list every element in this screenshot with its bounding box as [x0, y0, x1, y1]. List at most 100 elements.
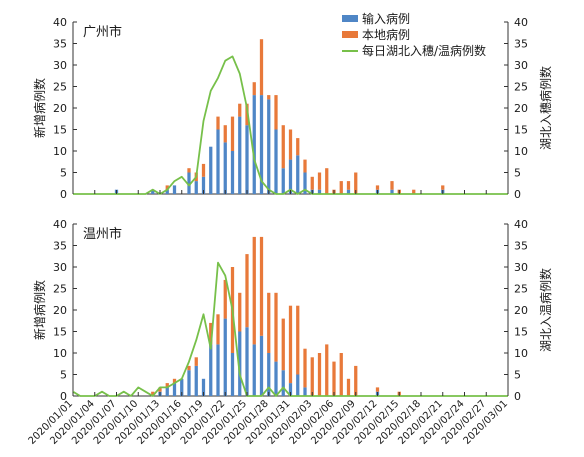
imported-bar	[180, 378, 184, 396]
y-tick-label: 25	[53, 283, 67, 296]
y-axis-title: 新增病例数	[32, 78, 47, 138]
imported-bar	[238, 116, 242, 194]
local-bar	[165, 383, 169, 388]
local-bar	[346, 181, 351, 190]
imported-bar	[274, 129, 278, 194]
local-bar	[346, 378, 351, 396]
y-tick-label: 5	[60, 369, 67, 382]
imported-bar	[187, 370, 191, 396]
imported-bar	[245, 327, 249, 396]
local-bar	[187, 365, 191, 371]
local-bar	[339, 353, 343, 396]
local-bar	[245, 254, 249, 328]
y-axis-title: 新增病例数	[32, 280, 47, 340]
y-tick-label: 5	[60, 167, 67, 180]
imported-bar	[296, 155, 300, 194]
imported-bar	[201, 378, 206, 396]
local-bar	[441, 185, 445, 190]
local-bar	[230, 116, 235, 151]
imported-bar	[281, 370, 285, 396]
imported-bar	[165, 189, 169, 194]
local-bar	[223, 279, 227, 319]
y-tick-label: 40	[53, 16, 67, 29]
local-bar	[216, 314, 220, 345]
y-tick-label: 0	[60, 188, 67, 201]
local-bar	[375, 387, 380, 392]
imported-bar	[245, 125, 249, 194]
local-bar	[317, 172, 322, 190]
imported-bar	[230, 151, 235, 194]
local-bar	[281, 318, 285, 371]
imported-bar	[187, 172, 191, 194]
local-bar	[296, 138, 300, 156]
imported-bar	[216, 344, 220, 396]
y-tick-label: 20	[53, 102, 67, 115]
local-bar	[259, 39, 264, 96]
local-bar	[252, 82, 256, 96]
local-bar	[332, 361, 336, 396]
local-bar	[209, 322, 213, 345]
imported-bar	[296, 374, 300, 396]
local-bar	[274, 292, 278, 362]
imported-bar	[267, 99, 271, 194]
local-bar	[303, 348, 307, 388]
chart-panel-top: 0 0 5 5 10 10 15 15 20 20 25 25 30 30 35 35 40 40 广州市新增病例数…	[32, 16, 553, 201]
y2-tick-label: 0	[514, 390, 521, 403]
imported-bar	[238, 331, 242, 396]
y2-tick-label: 35	[514, 38, 528, 51]
y2-tick-label: 40	[514, 218, 528, 231]
y-tick-label: 40	[53, 218, 67, 231]
y-tick-label: 0	[60, 390, 67, 403]
y-tick-label: 35	[53, 240, 67, 253]
imported-bar	[230, 353, 235, 396]
local-bar	[412, 189, 416, 194]
local-bar	[354, 172, 358, 194]
panel-title: 温州市	[83, 226, 122, 242]
local-bar	[288, 129, 293, 160]
local-bar	[194, 357, 198, 366]
y2-tick-label: 20	[514, 102, 528, 115]
imported-bar	[303, 172, 307, 194]
hubei-line	[73, 55, 508, 195]
y-tick-label: 25	[53, 81, 67, 94]
imported-bar	[209, 344, 213, 396]
local-bar	[238, 292, 242, 332]
local-bar	[274, 95, 278, 130]
imported-bar	[281, 168, 285, 194]
y2-axis-title: 湖北入穗病例数	[538, 66, 553, 150]
imported-bar	[390, 189, 394, 194]
local-bar	[325, 344, 329, 396]
local-bar	[390, 181, 394, 190]
y-tick-label: 10	[53, 145, 67, 158]
imported-bar	[267, 353, 271, 396]
chart-panel-bottom: 0 0 5 5 10 10 15 15 20 20 25 25 30 30 35 35 40 40 温州市新增病例数…	[27, 218, 553, 447]
imported-bar	[151, 189, 155, 194]
local-bar	[281, 125, 285, 169]
imported-bar	[216, 129, 220, 194]
imported-bar	[209, 146, 213, 194]
y2-tick-label: 15	[514, 124, 528, 137]
y-tick-label: 20	[53, 304, 67, 317]
chart-legend: 输入病例 本地病例 每日湖北入穗/温病例数	[342, 11, 486, 58]
y2-tick-label: 30	[514, 261, 528, 274]
local-bar	[317, 353, 322, 396]
y2-tick-label: 30	[514, 59, 528, 72]
local-bar	[310, 357, 314, 396]
y-tick-label: 10	[53, 347, 67, 360]
legend-local-swatch	[342, 31, 358, 38]
imported-bar	[223, 142, 227, 194]
imported-bar	[274, 361, 278, 396]
imported-bar	[259, 95, 264, 194]
panel-title: 广州市	[83, 24, 122, 40]
y2-tick-label: 25	[514, 81, 528, 94]
local-bar	[303, 159, 307, 173]
legend-imported-label: 输入病例	[362, 11, 410, 26]
imported-bar	[172, 185, 177, 194]
local-bar	[339, 181, 343, 194]
local-bar	[252, 236, 256, 345]
local-bar	[296, 305, 300, 375]
y-tick-label: 15	[53, 124, 67, 137]
local-bar	[165, 185, 169, 190]
y-tick-label: 15	[53, 326, 67, 339]
